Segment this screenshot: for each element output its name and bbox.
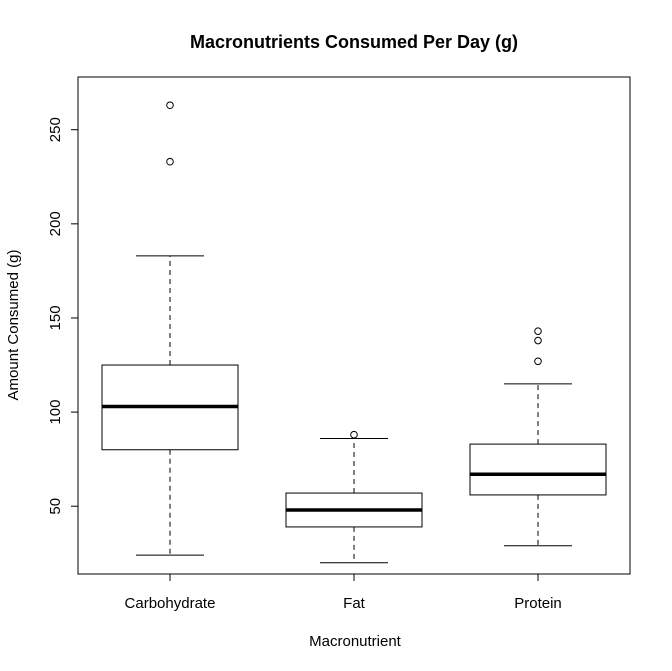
chart-title: Macronutrients Consumed Per Day (g) xyxy=(190,32,518,52)
y-tick-label: 250 xyxy=(47,117,64,142)
y-tick-label: 50 xyxy=(47,498,64,515)
iqr-box xyxy=(469,443,607,496)
x-tick-label: Protein xyxy=(514,595,562,612)
outlier-point xyxy=(534,357,542,366)
boxes-layer xyxy=(101,101,607,564)
y-tick-label: 100 xyxy=(47,400,64,425)
y-axis-label: Amount Consumed (g) xyxy=(5,250,22,401)
outlier-point xyxy=(534,336,542,345)
x-tick-label: Fat xyxy=(343,595,366,612)
x-axis: Carbohydrate Fat Protein xyxy=(125,573,562,612)
box-protein xyxy=(469,327,607,547)
x-tick-label: Carbohydrate xyxy=(125,595,216,612)
box-carbohydrate xyxy=(101,101,239,556)
outlier-point xyxy=(166,101,174,110)
x-axis-label: Macronutrient xyxy=(309,633,402,650)
y-axis: 50 100 150 200 250 xyxy=(47,117,79,515)
box-fat xyxy=(285,430,423,564)
y-tick-label: 150 xyxy=(47,305,64,330)
outlier-point xyxy=(534,327,542,335)
y-tick-label: 200 xyxy=(47,211,64,236)
outlier-point xyxy=(166,157,174,166)
outlier-point xyxy=(350,430,358,439)
